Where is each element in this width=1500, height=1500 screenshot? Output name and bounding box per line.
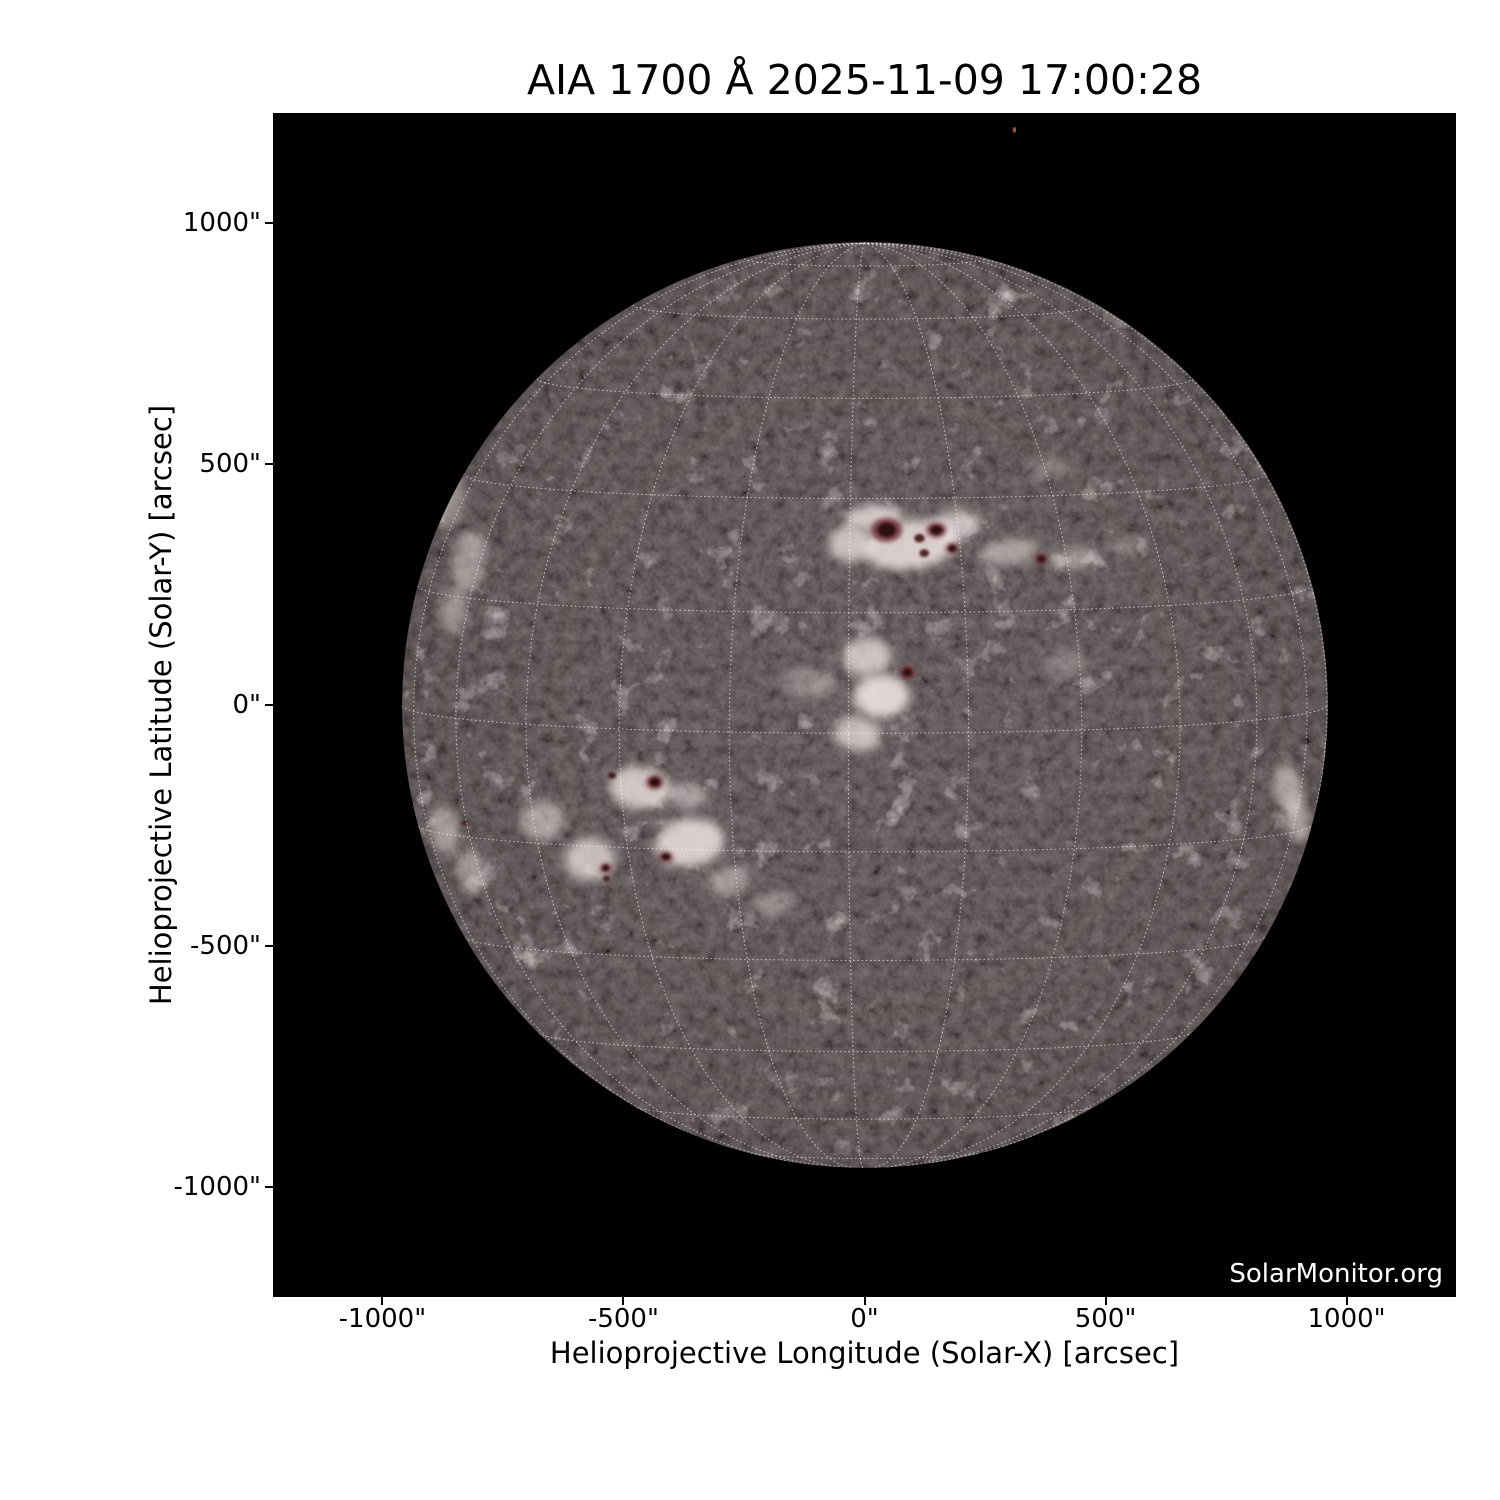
plage	[440, 587, 468, 635]
grid-line	[525, 242, 866, 1166]
x-tick-label: -1000"	[338, 1304, 427, 1334]
sunspot-umbra	[649, 777, 660, 787]
sunspot-pore	[603, 875, 610, 882]
x-tick-mark	[863, 1297, 866, 1305]
y-tick-label: 0"	[232, 690, 261, 720]
grid-line	[863, 242, 1308, 1152]
plage	[979, 538, 1039, 565]
plage-regions	[430, 459, 1311, 915]
grid-line	[632, 304, 1097, 320]
sunspot-pore	[607, 772, 617, 779]
plage	[456, 848, 487, 895]
x-axis-label: Helioprojective Longitude (Solar-X) [arc…	[549, 1336, 1180, 1370]
x-tick-label: 500"	[1074, 1304, 1137, 1334]
y-tick-mark	[265, 704, 273, 706]
x-tick-mark	[1345, 1297, 1348, 1305]
x-tick-label: -500"	[587, 1304, 659, 1334]
plage	[430, 805, 459, 854]
y-tick-label: 500"	[199, 448, 261, 479]
plot-area: SolarMonitor.org	[273, 113, 1456, 1297]
grid-line	[464, 937, 1265, 961]
plage	[833, 717, 882, 751]
sunspot-regions	[461, 517, 1048, 882]
plage	[452, 528, 487, 592]
plage	[655, 818, 725, 867]
plage	[667, 782, 707, 809]
plage	[1047, 547, 1101, 569]
sunspot-umbra	[948, 545, 956, 552]
grid-line	[538, 1033, 1191, 1053]
y-tick-mark	[265, 945, 273, 948]
plage	[1284, 801, 1311, 843]
grid-line	[536, 377, 1193, 399]
grid-line	[863, 242, 1258, 1164]
grid-line	[636, 1106, 1093, 1120]
x-tick-mark	[381, 1297, 384, 1305]
y-tick-label: -1000"	[173, 1172, 261, 1203]
sunspot-umbra	[1037, 555, 1046, 563]
grid-line	[863, 242, 1181, 1166]
grid-line	[618, 242, 866, 1168]
image-artifact-dot	[1012, 127, 1016, 133]
y-axis-label: Helioprojective Latitude (Solar-Y) [arcs…	[144, 404, 178, 1006]
y-tick-mark	[265, 462, 273, 465]
x-tick-mark	[622, 1297, 625, 1305]
plage	[520, 801, 565, 840]
y-tick-label: 1000"	[182, 207, 261, 238]
grid-line	[863, 242, 1083, 1168]
sunspot-umbra	[930, 525, 943, 535]
grid-line	[418, 825, 1311, 853]
plage	[1028, 459, 1070, 479]
grid-line	[413, 242, 866, 1137]
artifact-dot	[1012, 127, 1016, 133]
sunspot-umbra	[661, 853, 670, 860]
grid-line	[728, 242, 866, 1168]
plage	[828, 525, 872, 562]
plage	[564, 838, 615, 881]
y-tick-mark	[265, 221, 273, 224]
x-tick-label: 1000"	[1307, 1304, 1386, 1334]
plage	[782, 669, 836, 698]
sunspot-pore	[919, 549, 930, 558]
sunspot-pore	[914, 533, 925, 543]
plage	[706, 866, 751, 896]
y-tick-label: -500"	[190, 931, 261, 962]
sunspot-umbra	[902, 668, 912, 677]
heliographic-grid	[402, 242, 1328, 1168]
plage	[754, 892, 793, 915]
sunspot-umbra	[877, 523, 896, 537]
sunspot-umbra	[602, 865, 609, 871]
x-tick-mark	[1104, 1297, 1107, 1305]
plage	[1104, 538, 1145, 554]
watermark: SolarMonitor.org	[1229, 1259, 1443, 1289]
chart-title: AIA 1700 Å 2025-11-09 17:00:28	[526, 56, 1203, 104]
grid-line	[863, 242, 1328, 803]
grid-line	[402, 705, 1328, 734]
grid-line	[455, 242, 866, 1163]
x-tick-label: 0"	[850, 1304, 879, 1334]
plage	[841, 637, 892, 677]
plage	[1042, 650, 1092, 678]
y-tick-mark	[265, 1186, 273, 1189]
grid-line	[463, 473, 1266, 500]
plage	[853, 674, 910, 719]
solar-disk-image	[402, 127, 1328, 1168]
grid-line	[744, 258, 985, 267]
grid-line	[847, 242, 866, 1168]
grid-line	[417, 585, 1312, 614]
sunspot-pore	[461, 820, 468, 826]
